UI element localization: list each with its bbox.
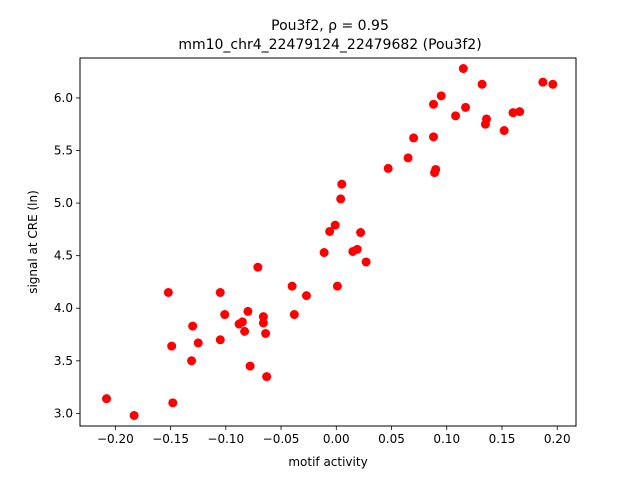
x-tick-label: 0.15 [489,432,516,446]
x-tick-label: 0.05 [378,432,405,446]
y-tick-label: 4.0 [54,301,73,315]
data-point [383,163,393,173]
data-point [428,99,438,109]
data-point [332,281,342,291]
x-axis-ticks: −0.20 −0.15 −0.10 −0.05 0.00 0.05 0.10 0.15 0.20 [97,426,571,446]
data-point [240,326,250,336]
data-point [482,114,492,124]
data-point [168,398,178,408]
data-point [237,317,247,327]
data-point [261,328,271,338]
chart-title-line2: mm10_chr4_22479124_22479682 (Pou3f2) [178,37,481,53]
data-point [356,228,366,238]
y-tick-label: 6.0 [54,91,73,105]
data-point [431,164,441,174]
data-point [428,132,438,142]
data-point [253,262,263,272]
data-point [193,338,203,348]
data-point [436,91,446,101]
data-point [243,306,253,316]
y-tick-label: 4.5 [54,249,73,263]
x-tick-label: −0.20 [97,432,134,446]
y-tick-label: 5.5 [54,144,73,158]
data-point [403,153,413,163]
data-point [287,281,297,291]
plot-frame [79,57,577,427]
data-point [458,64,468,74]
data-point [129,410,139,420]
data-point [215,335,225,345]
data-point [538,77,548,87]
data-point [336,194,346,204]
data-point [220,310,230,320]
x-tick-label: −0.05 [263,432,300,446]
data-point [337,179,347,189]
data-point [352,244,362,254]
data-point [499,126,509,136]
data-point [515,107,525,117]
data-point [361,257,371,267]
y-axis-label: signal at CRE (ln) [26,190,40,294]
points-layer [102,64,558,420]
chart-title-line1: Pou3f2, ρ = 0.95 [271,18,389,34]
x-tick-label: 0.00 [323,432,350,446]
y-axis-ticks: 3.0 3.5 4.0 4.5 5.0 5.5 6.0 [54,91,80,420]
data-point [325,226,335,236]
data-point [451,111,461,121]
data-point [262,372,272,382]
data-point [508,108,518,118]
data-point [167,341,177,351]
data-point [461,102,471,112]
x-tick-label: −0.10 [207,432,244,446]
data-point [258,312,268,322]
x-tick-label: 0.20 [544,432,571,446]
x-tick-label: −0.15 [152,432,189,446]
data-point [477,79,487,89]
data-point [163,287,173,297]
x-axis-label: motif activity [288,455,367,469]
data-point [188,321,198,331]
data-point [548,79,558,89]
data-point [258,318,268,328]
y-tick-label: 3.0 [54,406,73,420]
data-point [409,133,419,143]
data-point [187,356,197,366]
data-point [319,248,329,258]
x-tick-label: 0.10 [433,432,460,446]
data-point [289,310,299,320]
y-tick-label: 5.0 [54,196,73,210]
data-point [102,394,112,404]
data-point [301,291,311,301]
data-point [330,220,340,230]
y-tick-label: 3.5 [54,354,73,368]
data-point [245,361,255,371]
data-point [215,287,225,297]
